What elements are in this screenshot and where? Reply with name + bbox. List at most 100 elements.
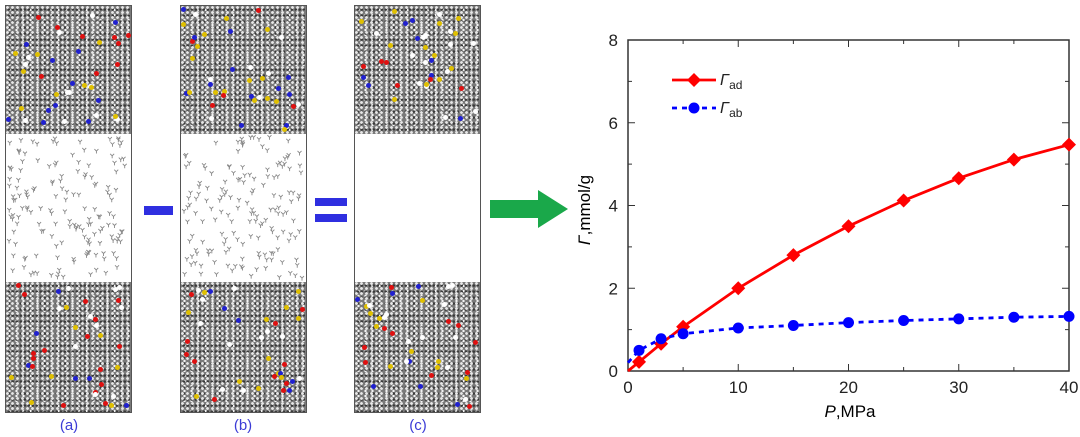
gas-molecule — [88, 272, 93, 277]
gas-molecule — [55, 255, 60, 261]
gas-molecule — [86, 216, 92, 222]
gas-molecule — [11, 197, 16, 203]
simulation-box-b — [180, 5, 307, 413]
gas-molecule — [265, 167, 270, 173]
gas-molecule — [67, 218, 73, 224]
gas-molecule — [271, 175, 277, 180]
gas-molecule — [269, 257, 274, 263]
gas-molecule — [7, 176, 13, 182]
atom — [89, 12, 95, 18]
gas-molecule — [185, 219, 190, 225]
atom — [256, 386, 262, 392]
gas-molecule — [67, 223, 73, 229]
gas-molecule — [16, 214, 21, 220]
solid-slab-top — [355, 6, 480, 134]
gas-molecule — [38, 206, 43, 211]
atom — [190, 39, 196, 45]
gas-molecule — [213, 140, 219, 146]
gas-molecule — [205, 248, 211, 254]
gas-molecule — [209, 248, 215, 254]
atom — [281, 388, 287, 394]
atom — [237, 379, 243, 385]
gas-molecule — [70, 152, 75, 158]
gas-molecule — [189, 254, 195, 259]
atom — [449, 66, 455, 72]
gas-molecule — [285, 154, 290, 160]
atom — [457, 115, 463, 121]
atom — [69, 80, 75, 86]
gas-molecule — [263, 217, 269, 223]
gas-molecules — [6, 136, 128, 280]
gas-molecule — [58, 178, 63, 184]
atom — [193, 11, 199, 17]
atom — [9, 374, 15, 380]
atom — [114, 61, 120, 67]
y-tick-label: 4 — [609, 197, 618, 216]
gas-molecule — [112, 160, 117, 166]
gas-molecule — [187, 202, 193, 208]
atom — [458, 85, 464, 91]
x-tick-label: 10 — [729, 378, 748, 397]
atom — [97, 333, 103, 339]
atom — [417, 383, 423, 389]
atom — [449, 283, 455, 289]
gas-molecule — [76, 159, 81, 165]
gas-molecule — [280, 229, 286, 235]
gas-molecule — [278, 194, 284, 200]
atom — [83, 298, 89, 304]
atom — [472, 340, 478, 346]
atom — [249, 94, 255, 100]
gas-molecule — [231, 170, 236, 176]
atom — [30, 364, 36, 370]
atom — [221, 89, 227, 95]
atom — [447, 42, 453, 48]
atom — [258, 334, 264, 340]
atom — [31, 350, 37, 356]
gas-molecule — [288, 199, 294, 205]
atom — [376, 315, 382, 321]
gas-molecule — [284, 210, 289, 215]
atom — [443, 114, 449, 120]
x-tick-label: 0 — [623, 378, 632, 397]
atom — [471, 41, 477, 47]
atom — [384, 311, 390, 317]
atom — [192, 358, 198, 364]
atom — [113, 20, 119, 26]
gas-molecule — [264, 148, 270, 153]
gas-molecule — [299, 275, 305, 281]
atom — [276, 86, 282, 92]
atom — [453, 335, 459, 341]
gas-molecule — [226, 246, 232, 252]
gas-molecule — [50, 138, 56, 144]
gas-molecule — [10, 213, 16, 218]
gas-molecule — [237, 176, 243, 182]
gas-molecule — [192, 260, 198, 266]
gas-molecule — [82, 174, 88, 180]
gas-molecule — [111, 251, 116, 256]
data-point-ab — [677, 328, 689, 340]
gas-molecule — [277, 160, 283, 166]
gas-molecule — [223, 236, 228, 242]
atom — [423, 44, 429, 50]
atom — [361, 64, 367, 70]
atom — [196, 288, 202, 294]
atom — [188, 291, 194, 297]
gas-molecule — [204, 198, 209, 204]
solid-slab-bottom — [181, 282, 306, 412]
atom — [76, 48, 82, 54]
atom — [63, 304, 69, 310]
gas-molecule — [106, 222, 111, 228]
atom — [389, 290, 395, 296]
gas-molecule — [229, 268, 235, 274]
gas-molecule — [253, 218, 259, 224]
x-tick-label: 40 — [1060, 378, 1079, 397]
panel-label-c: (c) — [409, 417, 427, 434]
minus-sign — [144, 206, 173, 215]
equals-sign-bottom — [315, 214, 347, 222]
atom — [256, 94, 262, 100]
atom — [285, 74, 291, 80]
gas-molecule — [287, 166, 292, 172]
atom — [436, 359, 442, 365]
atom — [282, 126, 288, 132]
gas-molecule — [35, 158, 41, 163]
